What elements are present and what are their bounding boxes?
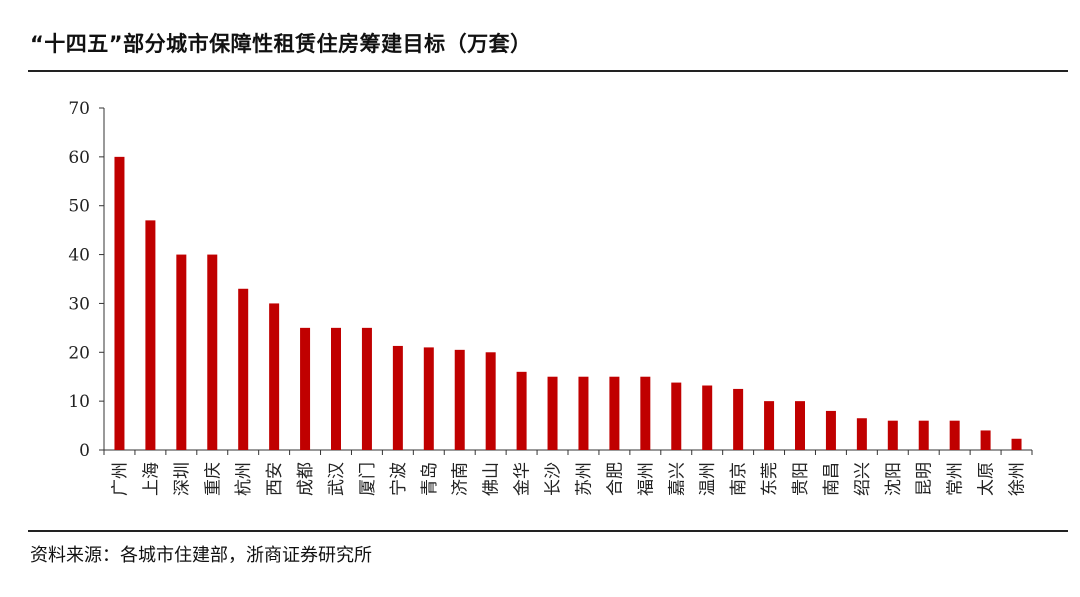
bar-南京 bbox=[733, 388, 744, 450]
bar-嘉兴 bbox=[671, 382, 682, 450]
bar-南昌 bbox=[825, 410, 836, 450]
bar-宁波 bbox=[392, 345, 403, 450]
x-tick-label: 绍兴 bbox=[853, 462, 873, 496]
x-tick-label: 深圳 bbox=[172, 462, 192, 496]
x-tick-label: 杭州 bbox=[234, 462, 254, 496]
bar-长沙 bbox=[547, 376, 558, 450]
bar-温州 bbox=[702, 385, 713, 450]
bar-青岛 bbox=[423, 347, 434, 450]
x-tick-label: 广州 bbox=[110, 462, 130, 496]
bar-金华 bbox=[516, 371, 527, 450]
y-tick-label: 20 bbox=[68, 343, 90, 363]
y-tick-label: 40 bbox=[68, 246, 90, 266]
x-tick-label: 南京 bbox=[729, 462, 749, 496]
x-tick-label: 青岛 bbox=[420, 462, 440, 496]
bar-西安 bbox=[269, 303, 280, 450]
x-tick-label: 金华 bbox=[513, 462, 533, 496]
y-tick-label: 30 bbox=[68, 294, 90, 314]
bar-沈阳 bbox=[887, 420, 898, 450]
x-tick-label: 徐州 bbox=[1008, 462, 1028, 496]
bar-厦门 bbox=[361, 327, 372, 450]
chart-bars bbox=[114, 156, 1022, 450]
bar-常州 bbox=[949, 420, 960, 450]
x-tick-label: 厦门 bbox=[358, 462, 378, 496]
source-note: 资料来源：各城市住建部，浙商证券研究所 bbox=[30, 545, 372, 566]
bar-重庆 bbox=[207, 254, 218, 450]
chart-labels: 广州 上海 深圳 重庆 杭州 西安 成都 武汉 厦门 宁波 青岛 济南 佛山 金华 长沙 苏州 合肥 福州 嘉兴 温州… bbox=[110, 462, 1027, 496]
y-tick-label: 10 bbox=[68, 392, 90, 412]
x-tick-label: 长沙 bbox=[544, 462, 564, 496]
x-tick-label: 昆明 bbox=[915, 462, 935, 496]
y-tick-label: 60 bbox=[68, 148, 90, 168]
bar-上海 bbox=[145, 220, 156, 450]
y-tick-label: 50 bbox=[68, 197, 90, 217]
x-tick-label: 武汉 bbox=[327, 462, 347, 496]
bar-深圳 bbox=[176, 254, 187, 450]
chart-title: “十四五”部分城市保障性租赁住房筹建目标（万套） bbox=[30, 32, 532, 56]
x-tick-label: 重庆 bbox=[203, 462, 223, 496]
x-tick-label: 济南 bbox=[451, 462, 471, 496]
x-tick-label: 沈阳 bbox=[884, 462, 904, 496]
x-tick-label: 南昌 bbox=[822, 462, 842, 496]
x-tick-label: 太原 bbox=[977, 462, 997, 496]
x-tick-label: 合肥 bbox=[605, 462, 625, 496]
bar-东莞 bbox=[764, 401, 775, 450]
bar-太原 bbox=[980, 430, 991, 450]
x-tick-label: 东莞 bbox=[760, 462, 780, 496]
bar-广州 bbox=[114, 156, 125, 450]
x-tick-label: 上海 bbox=[141, 462, 161, 496]
x-tick-label: 苏州 bbox=[574, 462, 594, 496]
bar-武汉 bbox=[331, 327, 341, 450]
bar-佛山 bbox=[485, 352, 496, 450]
bar-合肥 bbox=[609, 376, 620, 450]
bar-福州 bbox=[640, 376, 651, 450]
bar-绍兴 bbox=[856, 418, 867, 450]
x-tick-label: 温州 bbox=[698, 462, 718, 496]
x-tick-label: 常州 bbox=[946, 462, 966, 496]
bar-贵阳 bbox=[795, 401, 805, 450]
y-tick-label: 0 bbox=[79, 441, 90, 461]
x-tick-label: 宁波 bbox=[389, 462, 409, 496]
x-tick-label: 佛山 bbox=[482, 462, 502, 496]
y-tick-label: 70 bbox=[68, 99, 90, 119]
chart-axes: 0 10 20 30 40 50 60 70 bbox=[68, 99, 1033, 461]
bar-成都 bbox=[300, 327, 311, 450]
x-tick-label: 成都 bbox=[296, 462, 316, 496]
x-tick-label: 嘉兴 bbox=[667, 462, 687, 496]
bar-济南 bbox=[454, 349, 465, 450]
bar-苏州 bbox=[578, 376, 589, 450]
bar-徐州 bbox=[1011, 438, 1022, 450]
x-tick-label: 西安 bbox=[265, 462, 285, 496]
x-tick-label: 福州 bbox=[636, 462, 656, 496]
x-tick-label: 贵阳 bbox=[791, 462, 811, 496]
bar-杭州 bbox=[238, 288, 249, 450]
bar-昆明 bbox=[918, 420, 929, 450]
top-divider bbox=[28, 70, 1068, 72]
bottom-divider bbox=[28, 530, 1068, 532]
